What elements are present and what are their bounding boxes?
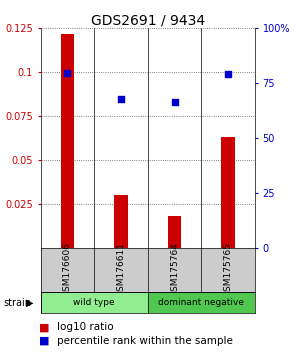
Bar	[168, 216, 181, 248]
Text: percentile rank within the sample: percentile rank within the sample	[57, 336, 233, 346]
Text: GSM175764: GSM175764	[170, 242, 179, 297]
Point	[226, 72, 231, 77]
Text: GSM176611: GSM176611	[116, 242, 125, 297]
Text: GSM176606: GSM176606	[63, 242, 72, 297]
Text: dominant negative: dominant negative	[158, 298, 244, 307]
Text: ■: ■	[39, 336, 50, 346]
Title: GDS2691 / 9434: GDS2691 / 9434	[91, 13, 205, 27]
Text: GSM175765: GSM175765	[224, 242, 233, 297]
Bar	[221, 137, 235, 248]
Text: ■: ■	[39, 322, 50, 332]
Bar	[61, 34, 74, 248]
Text: ▶: ▶	[26, 298, 33, 308]
Text: strain: strain	[3, 298, 31, 308]
Point	[118, 96, 123, 101]
Text: wild type: wild type	[73, 298, 115, 307]
Point	[172, 99, 177, 105]
Text: log10 ratio: log10 ratio	[57, 322, 114, 332]
Point	[65, 70, 70, 76]
Bar	[114, 195, 128, 248]
Bar	[148, 292, 255, 313]
Bar	[40, 292, 148, 313]
